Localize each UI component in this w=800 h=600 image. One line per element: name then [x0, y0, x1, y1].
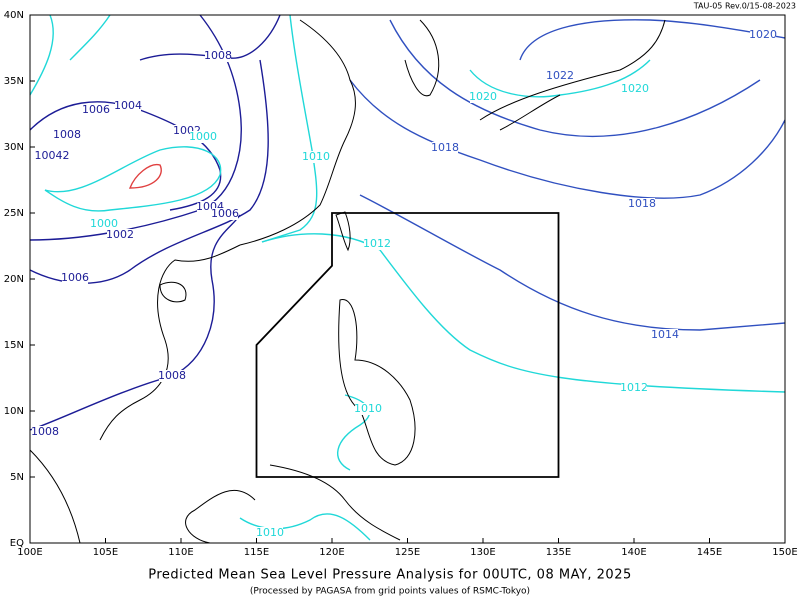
isobar-line — [239, 513, 371, 541]
isobar-label-bg — [364, 238, 390, 250]
y-tick-label: 15N — [4, 340, 24, 351]
header-code: TAU-05 Rev.0/15-08-2023 — [693, 2, 796, 11]
x-tick-label: 135E — [546, 547, 571, 558]
isobar-label-bg — [547, 70, 573, 82]
isobar-label: 10042 — [35, 149, 70, 162]
isobar-label: 1012 — [620, 381, 648, 394]
isobar-line — [29, 214, 241, 431]
isobar-label: 1020 — [469, 90, 497, 103]
coastline — [239, 19, 356, 246]
isobar-line — [44, 146, 222, 212]
isobar-label-bg — [54, 129, 80, 141]
isobar-label-bg — [470, 91, 496, 103]
coastlines — [29, 19, 666, 544]
coastline — [185, 464, 401, 544]
isobar-label: 1006 — [61, 271, 89, 284]
isobar-label: 1012 — [363, 237, 391, 250]
isobar-label-bg — [621, 382, 647, 394]
y-tick-label: 25N — [4, 208, 24, 219]
x-tick-label: 120E — [319, 547, 344, 558]
isobar-label: 1000 — [189, 130, 217, 143]
x-tick-label: 115E — [244, 547, 269, 558]
isobar-line — [337, 394, 371, 471]
isobar-label: 1010 — [354, 402, 382, 415]
isobar-line — [519, 19, 786, 61]
isobar-label-bg — [190, 131, 216, 143]
coastline — [99, 244, 241, 441]
x-tick-label: 145E — [697, 547, 722, 558]
x-tick-label: 130E — [470, 547, 495, 558]
isobar-line — [29, 14, 242, 241]
isobar-label-bg — [750, 29, 776, 41]
isobar-label-bg — [32, 426, 58, 438]
x-tick-label: 100E — [17, 547, 42, 558]
isobar-label-bg — [212, 208, 238, 220]
isobar-label: 1010 — [256, 526, 284, 539]
isobar-label-bg — [355, 403, 381, 415]
isobar-line — [261, 14, 318, 243]
isobar-label: 1006 — [211, 207, 239, 220]
isobar-label-bg — [39, 150, 65, 162]
isobar-label-bg — [303, 151, 329, 163]
isobar-label-bg — [629, 198, 655, 210]
isobar-line — [349, 79, 786, 199]
x-tick-label: 140E — [621, 547, 646, 558]
isobar-label: 1014 — [651, 328, 679, 341]
y-tick-label: 30N — [4, 142, 24, 153]
isobar-label: 1018 — [628, 197, 656, 210]
coastline — [479, 19, 666, 131]
isobar-label: 1006 — [82, 103, 110, 116]
isobar-label: 1018 — [431, 141, 459, 154]
map-subtitle: (Processed by PAGASA from grid points va… — [250, 587, 530, 597]
isobar-label: 1010 — [302, 150, 330, 163]
y-tick-label: 20N — [4, 274, 24, 285]
isobar-line — [128, 163, 162, 189]
axis-ticks: 100E 105E 110E 115E 120E 125E 130E 135E 140E 145E… — [4, 10, 798, 558]
isobar-label-bg — [91, 218, 117, 230]
responsibility-area — [255, 212, 560, 478]
isobar-label: 1008 — [204, 49, 232, 62]
isobar-label-bg — [159, 370, 185, 382]
isobar-label-bg — [115, 100, 141, 112]
isobar-label-bg — [622, 83, 648, 95]
y-tick-label: 10N — [4, 406, 24, 417]
map-title: Predicted Mean Sea Level Pressure Analys… — [148, 568, 632, 583]
x-tick-label: 105E — [93, 547, 118, 558]
isobar-label: 1008 — [53, 128, 81, 141]
isobar-label-bg — [205, 50, 231, 62]
y-tick-label: 5N — [10, 472, 24, 483]
y-tick-label: 40N — [4, 10, 24, 21]
isobar-label-bg — [62, 272, 88, 284]
isobar-line — [29, 14, 111, 96]
coastline — [338, 299, 416, 466]
coastline — [335, 211, 351, 252]
isobar-line — [359, 194, 786, 331]
x-tick-label: 125E — [395, 547, 420, 558]
coastline — [29, 449, 81, 544]
isobar-label: 1002 — [106, 228, 134, 241]
y-tick-label: EQ — [10, 538, 24, 549]
x-tick-label: 150E — [772, 547, 797, 558]
isobar-label-bg — [432, 142, 458, 154]
isobar-label: 1020 — [749, 28, 777, 41]
isobar-label: 1008 — [31, 425, 59, 438]
isobar-label: 1004 — [114, 99, 142, 112]
isobar-label: 1008 — [158, 369, 186, 382]
isobar-label-bg — [257, 527, 283, 539]
isobar-label-bg — [83, 104, 109, 116]
isobar-label-bg — [107, 229, 133, 241]
isobar-label: 1022 — [546, 69, 574, 82]
isobar-line — [389, 19, 761, 137]
isobar-label: 1020 — [621, 82, 649, 95]
y-tick-label: 35N — [4, 76, 24, 87]
coastline — [159, 281, 187, 303]
isobar-label: 1000 — [90, 217, 118, 230]
isobar-label-bg — [652, 329, 678, 341]
coastline — [404, 19, 440, 97]
x-tick-label: 110E — [168, 547, 193, 558]
